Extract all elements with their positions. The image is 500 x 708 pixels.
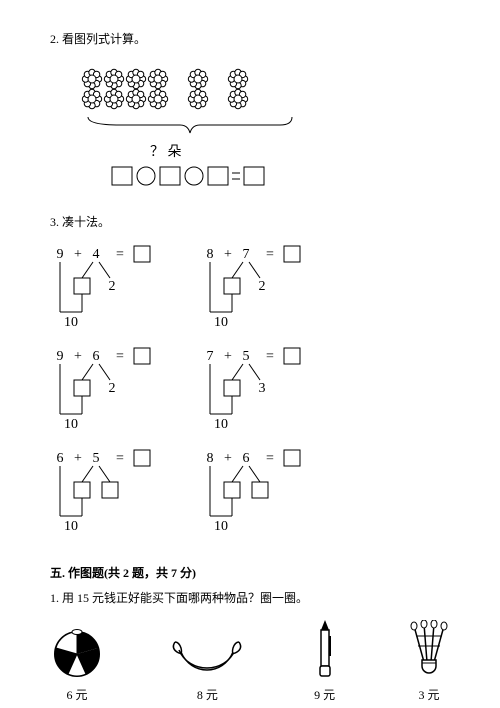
coushi-problem: 9 +6 = 2 10 bbox=[42, 344, 172, 438]
svg-text:2: 2 bbox=[109, 381, 116, 396]
svg-text:+: + bbox=[74, 451, 82, 466]
coushi-problem: 7 +5 = 3 10 bbox=[192, 344, 322, 438]
svg-text:=: = bbox=[116, 451, 124, 466]
svg-text:9: 9 bbox=[57, 349, 64, 364]
coushi-problem: 8 +7 = 2 10 bbox=[192, 242, 322, 336]
section5-q1: 1. 用 15 元钱正好能买下面哪两种物品？圈一圈。 bbox=[50, 589, 460, 606]
svg-text:7: 7 bbox=[207, 349, 214, 364]
item-pen-price: 9 元 bbox=[314, 686, 335, 703]
worksheet-page: 2. 看图列式计算。 ？ 朵 3. 凑十法。 9 +4 = 2 10 8 +7 = 2 10 9 +6… bbox=[0, 0, 500, 708]
svg-text:=: = bbox=[116, 247, 124, 262]
item-shuttlecock: 3 元 bbox=[404, 620, 454, 703]
item-ball: 6 元 bbox=[50, 626, 104, 703]
svg-text:8: 8 bbox=[207, 247, 214, 262]
svg-text:=: = bbox=[266, 451, 274, 466]
item-ball-price: 6 元 bbox=[66, 686, 87, 703]
coushi-problem: 8 +6 = 10 bbox=[192, 446, 322, 540]
svg-text:+: + bbox=[224, 349, 232, 364]
svg-text:=: = bbox=[266, 349, 274, 364]
section5-header: 五. 作图题(共 2 题，共 7 分) bbox=[50, 564, 460, 581]
svg-text:+: + bbox=[74, 349, 82, 364]
svg-text:+: + bbox=[224, 247, 232, 262]
svg-text:10: 10 bbox=[64, 315, 78, 330]
q2-brace-label: ？ 朵 bbox=[150, 141, 460, 161]
svg-text:7: 7 bbox=[243, 247, 250, 262]
svg-text:10: 10 bbox=[64, 519, 78, 534]
item-rope-price: 8 元 bbox=[197, 686, 218, 703]
items-row: 6 元 8 元 9 元 bbox=[50, 616, 460, 703]
svg-text:5: 5 bbox=[93, 451, 100, 466]
svg-text:10: 10 bbox=[214, 417, 228, 432]
svg-text:5: 5 bbox=[243, 349, 250, 364]
q2-flowers bbox=[80, 67, 460, 115]
svg-text:9: 9 bbox=[57, 247, 64, 262]
svg-text:6: 6 bbox=[243, 451, 250, 466]
svg-text:10: 10 bbox=[214, 519, 228, 534]
svg-text:=: = bbox=[116, 349, 124, 364]
item-pen: 9 元 bbox=[311, 616, 339, 703]
svg-text:6: 6 bbox=[93, 349, 100, 364]
q2-label: 2. 看图列式计算。 bbox=[50, 30, 460, 47]
q3-grid: 9 +4 = 2 10 8 +7 = 2 10 9 +6 = 2 10 7 +5 = 3 10 6 +5 = 10 8 +6 = 10 bbox=[42, 242, 460, 548]
svg-text:2: 2 bbox=[259, 279, 266, 294]
svg-text:6: 6 bbox=[57, 451, 64, 466]
q2-brace bbox=[80, 115, 460, 141]
q3-label: 3. 凑十法。 bbox=[50, 213, 460, 230]
q2-equation bbox=[110, 165, 460, 189]
svg-text:+: + bbox=[74, 247, 82, 262]
item-shuttlecock-price: 3 元 bbox=[418, 686, 439, 703]
svg-text:10: 10 bbox=[214, 315, 228, 330]
svg-text:+: + bbox=[224, 451, 232, 466]
svg-text:8: 8 bbox=[207, 451, 214, 466]
svg-text:2: 2 bbox=[109, 279, 116, 294]
item-rope: 8 元 bbox=[169, 634, 245, 703]
svg-text:3: 3 bbox=[259, 381, 266, 396]
svg-text:=: = bbox=[266, 247, 274, 262]
coushi-problem: 6 +5 = 10 bbox=[42, 446, 172, 540]
svg-text:4: 4 bbox=[93, 247, 100, 262]
coushi-problem: 9 +4 = 2 10 bbox=[42, 242, 172, 336]
svg-text:10: 10 bbox=[64, 417, 78, 432]
